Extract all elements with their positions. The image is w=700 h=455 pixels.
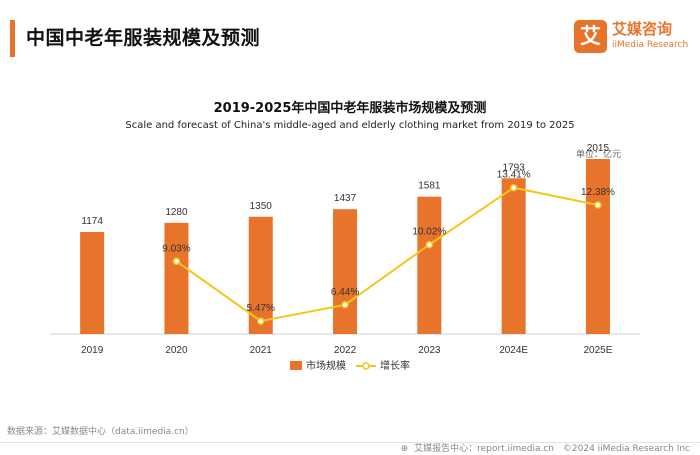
x-tick-label-2021: 2021	[250, 345, 273, 356]
bar-2021	[248, 216, 273, 334]
report-center-link[interactable]: 艾媒报告中心：report.iimedia.cn	[414, 444, 555, 454]
growth-rate-line	[175, 186, 599, 323]
logo-name-en: iiMedia Research	[612, 40, 689, 50]
legend-label-line: 增长率	[380, 359, 410, 372]
growth-point-2025E	[594, 201, 602, 209]
growth-label-2021: 5.47%	[247, 303, 275, 314]
bar-2024E	[501, 178, 526, 334]
bar-2020	[164, 222, 189, 334]
x-tick-label-2020: 2020	[165, 345, 188, 356]
bar-2019	[80, 232, 105, 334]
legend-label-bar: 市场规模	[306, 359, 346, 372]
growth-label-2025E: 12.38%	[581, 187, 615, 198]
bar-value-label-2023: 1581	[418, 181, 441, 192]
bar-value-label-2021: 1350	[250, 201, 273, 212]
logo-name-cn: 艾媒咨询	[612, 20, 673, 38]
copyright: ©2024 iiMedia Research Inc	[562, 444, 690, 454]
x-tick-label-2023: 2023	[418, 345, 441, 356]
iimedia-logo: 艾 艾媒咨询 iiMedia Research	[574, 20, 694, 56]
growth-point-2021	[257, 317, 265, 325]
growth-label-2023: 10.02%	[412, 227, 446, 238]
x-tick-label-2025E: 2025E	[583, 345, 612, 356]
bar-value-label-2019: 1174	[81, 216, 103, 227]
growth-point-2022	[341, 301, 349, 309]
x-tick-label-2022: 2022	[334, 345, 357, 356]
footer-divider	[0, 442, 700, 443]
report-center-icon: ⊕	[400, 444, 409, 454]
footer-right: ⊕ 艾媒报告中心：report.iimedia.cn ©2024 iiMedia …	[395, 441, 690, 454]
legend-swatch-bar	[290, 361, 302, 370]
logo-mark: 艾	[574, 20, 607, 53]
growth-label-2020: 9.03%	[162, 243, 190, 254]
chart-title: 2019-2025年中国中老年服装市场规模及预测	[213, 101, 487, 116]
bar-2023	[417, 196, 442, 334]
growth-point-2023	[425, 240, 434, 249]
bar-2025E	[585, 159, 610, 334]
page-title: 中国中老年服装规模及预测	[26, 27, 261, 49]
bar-2022	[333, 209, 358, 334]
legend-swatch-line-marker	[362, 362, 370, 370]
chart-subtitle: Scale and forecast of China's middle-age…	[125, 120, 575, 131]
unit-label: 单位：亿元	[575, 150, 621, 160]
growth-point-2020	[172, 257, 181, 266]
growth-point-2024E	[509, 183, 518, 192]
bar-value-label-2022: 1437	[334, 193, 357, 204]
combo-chart: 1174 2019 1280 2020 1350 2021 1437 2022 1581 2023…	[50, 143, 640, 372]
bar-value-label-2024E: 1793	[503, 162, 526, 173]
data-source: 数据来源：艾媒数据中心（data.iimedia.cn）	[7, 427, 194, 437]
growth-label-2024E: 13.41%	[497, 170, 531, 181]
bar-value-label-2020: 1280	[165, 207, 188, 218]
growth-label-2022: 6.44%	[331, 287, 359, 298]
x-tick-label-2024E: 2024E	[499, 345, 528, 356]
x-tick-label-2019: 2019	[81, 345, 104, 356]
header-accent-bar	[10, 20, 15, 57]
bar-value-label-2025E: 2015	[587, 143, 610, 154]
